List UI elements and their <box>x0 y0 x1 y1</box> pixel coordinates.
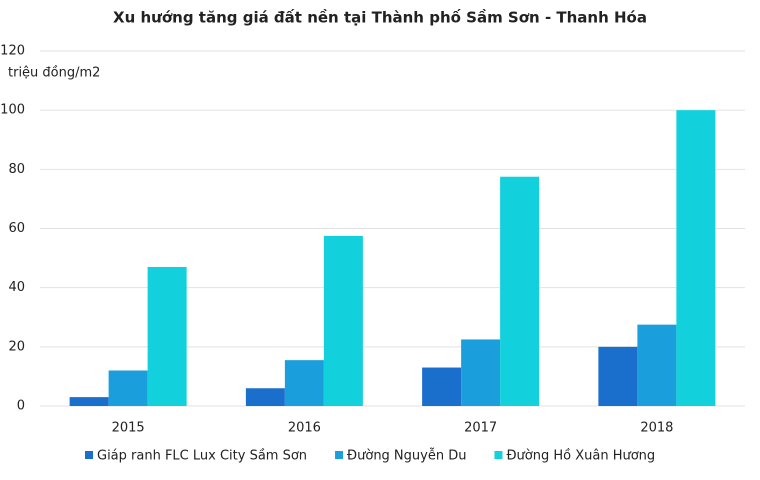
y-tick-label: 100 <box>0 103 25 118</box>
bar <box>461 339 501 406</box>
bar <box>422 367 462 406</box>
x-tick-label: 2015 <box>112 421 145 436</box>
chart-title: Xu hướng tăng giá đất nền tại Thành phố … <box>113 8 647 27</box>
legend-label: Đường Hồ Xuân Hương <box>506 449 655 464</box>
y-tick-label: 60 <box>8 221 25 236</box>
y-tick-label: 120 <box>0 44 25 59</box>
bar <box>637 324 677 406</box>
legend-label: Giáp ranh FLC Lux City Sầm Sơn <box>97 449 307 464</box>
y-tick-label: 80 <box>8 162 25 177</box>
x-tick-label: 2017 <box>464 421 497 436</box>
bar <box>500 176 540 406</box>
legend-marker <box>85 451 93 459</box>
y-axis-label: triệu đồng/m2 <box>8 66 100 81</box>
bar <box>108 370 148 406</box>
bar <box>323 235 363 406</box>
y-tick-label: 20 <box>8 339 25 354</box>
legend-marker <box>494 451 503 459</box>
bar <box>245 388 285 406</box>
legend-marker <box>335 451 344 459</box>
bar <box>598 346 638 406</box>
bar <box>284 360 324 406</box>
bar <box>147 266 187 406</box>
x-tick-label: 2018 <box>640 421 673 436</box>
y-tick-label: 40 <box>8 280 25 295</box>
legend-label: Đường Nguyễn Du <box>347 449 466 464</box>
bar <box>69 397 109 406</box>
x-tick-label: 2016 <box>288 421 321 436</box>
y-tick-label: 0 <box>17 399 25 414</box>
bar <box>676 110 716 407</box>
